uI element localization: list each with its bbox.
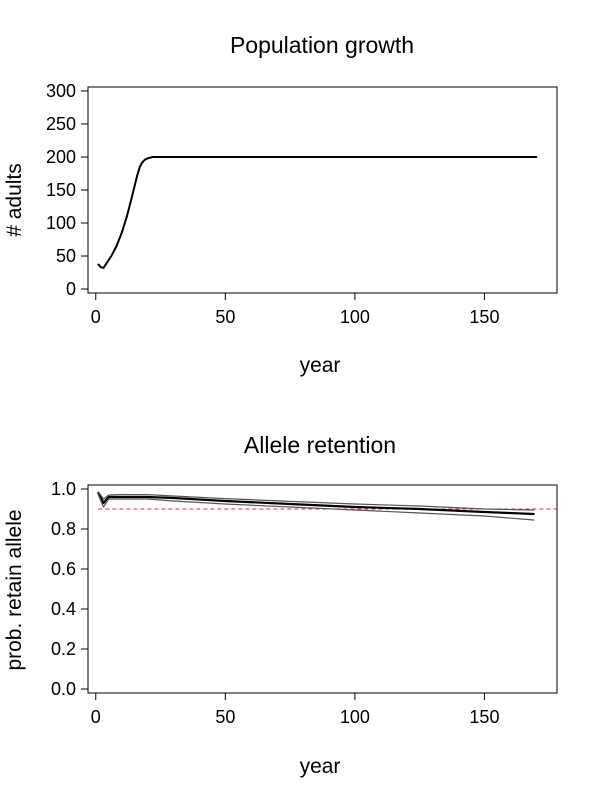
y-tick-label: 300 bbox=[46, 81, 76, 101]
x-tick-label: 150 bbox=[469, 707, 499, 727]
y-tick-label: 250 bbox=[46, 114, 76, 134]
plot-frame bbox=[87, 484, 558, 694]
allele-retention-panel: Allele retention year prob. retain allel… bbox=[3, 432, 558, 778]
y-tick-label: 0.2 bbox=[51, 639, 76, 659]
y-tick-label: 0.0 bbox=[51, 679, 76, 699]
x-tick-label: 100 bbox=[340, 707, 370, 727]
y-axis-label: prob. retain allele bbox=[3, 509, 26, 670]
y-tick-label: 50 bbox=[56, 246, 76, 266]
series-bound-line bbox=[97, 491, 535, 511]
x-tick-label: 50 bbox=[215, 307, 235, 327]
y-tick-label: 0.4 bbox=[51, 599, 76, 619]
series-group bbox=[97, 156, 538, 269]
axes: 0 50 100 150 0.0 0.2 0.4 0.6 0.8 1.0 bbox=[51, 479, 500, 727]
x-tick-label: 0 bbox=[91, 307, 101, 327]
x-tick-label: 100 bbox=[340, 307, 370, 327]
y-tick-label: 200 bbox=[46, 147, 76, 167]
y-tick-label: 1.0 bbox=[51, 479, 76, 499]
series-line bbox=[97, 491, 535, 516]
y-tick-label: 100 bbox=[46, 213, 76, 233]
chart-title: Allele retention bbox=[244, 432, 396, 458]
series-group bbox=[97, 491, 557, 521]
series-bound-line bbox=[97, 494, 535, 521]
y-tick-label: 0.8 bbox=[51, 519, 76, 539]
x-tick-label: 50 bbox=[215, 707, 235, 727]
y-tick-label: 150 bbox=[46, 180, 76, 200]
chart-title: Population growth bbox=[230, 32, 414, 58]
x-axis-label: year bbox=[300, 755, 341, 778]
x-tick-label: 0 bbox=[91, 707, 101, 727]
population-growth-panel: Population growth year # adults 0 50 100 15… bbox=[3, 32, 558, 377]
series-line bbox=[97, 156, 538, 269]
y-tick-label: 0.6 bbox=[51, 559, 76, 579]
y-axis-label: # adults bbox=[3, 163, 26, 237]
axes: 0 50 100 150 0 50 100 150 200 250 300 bbox=[46, 81, 500, 327]
x-tick-label: 150 bbox=[469, 307, 499, 327]
x-axis-label: year bbox=[300, 354, 341, 377]
y-tick-label: 0 bbox=[66, 279, 76, 299]
plot-frame bbox=[87, 86, 558, 294]
